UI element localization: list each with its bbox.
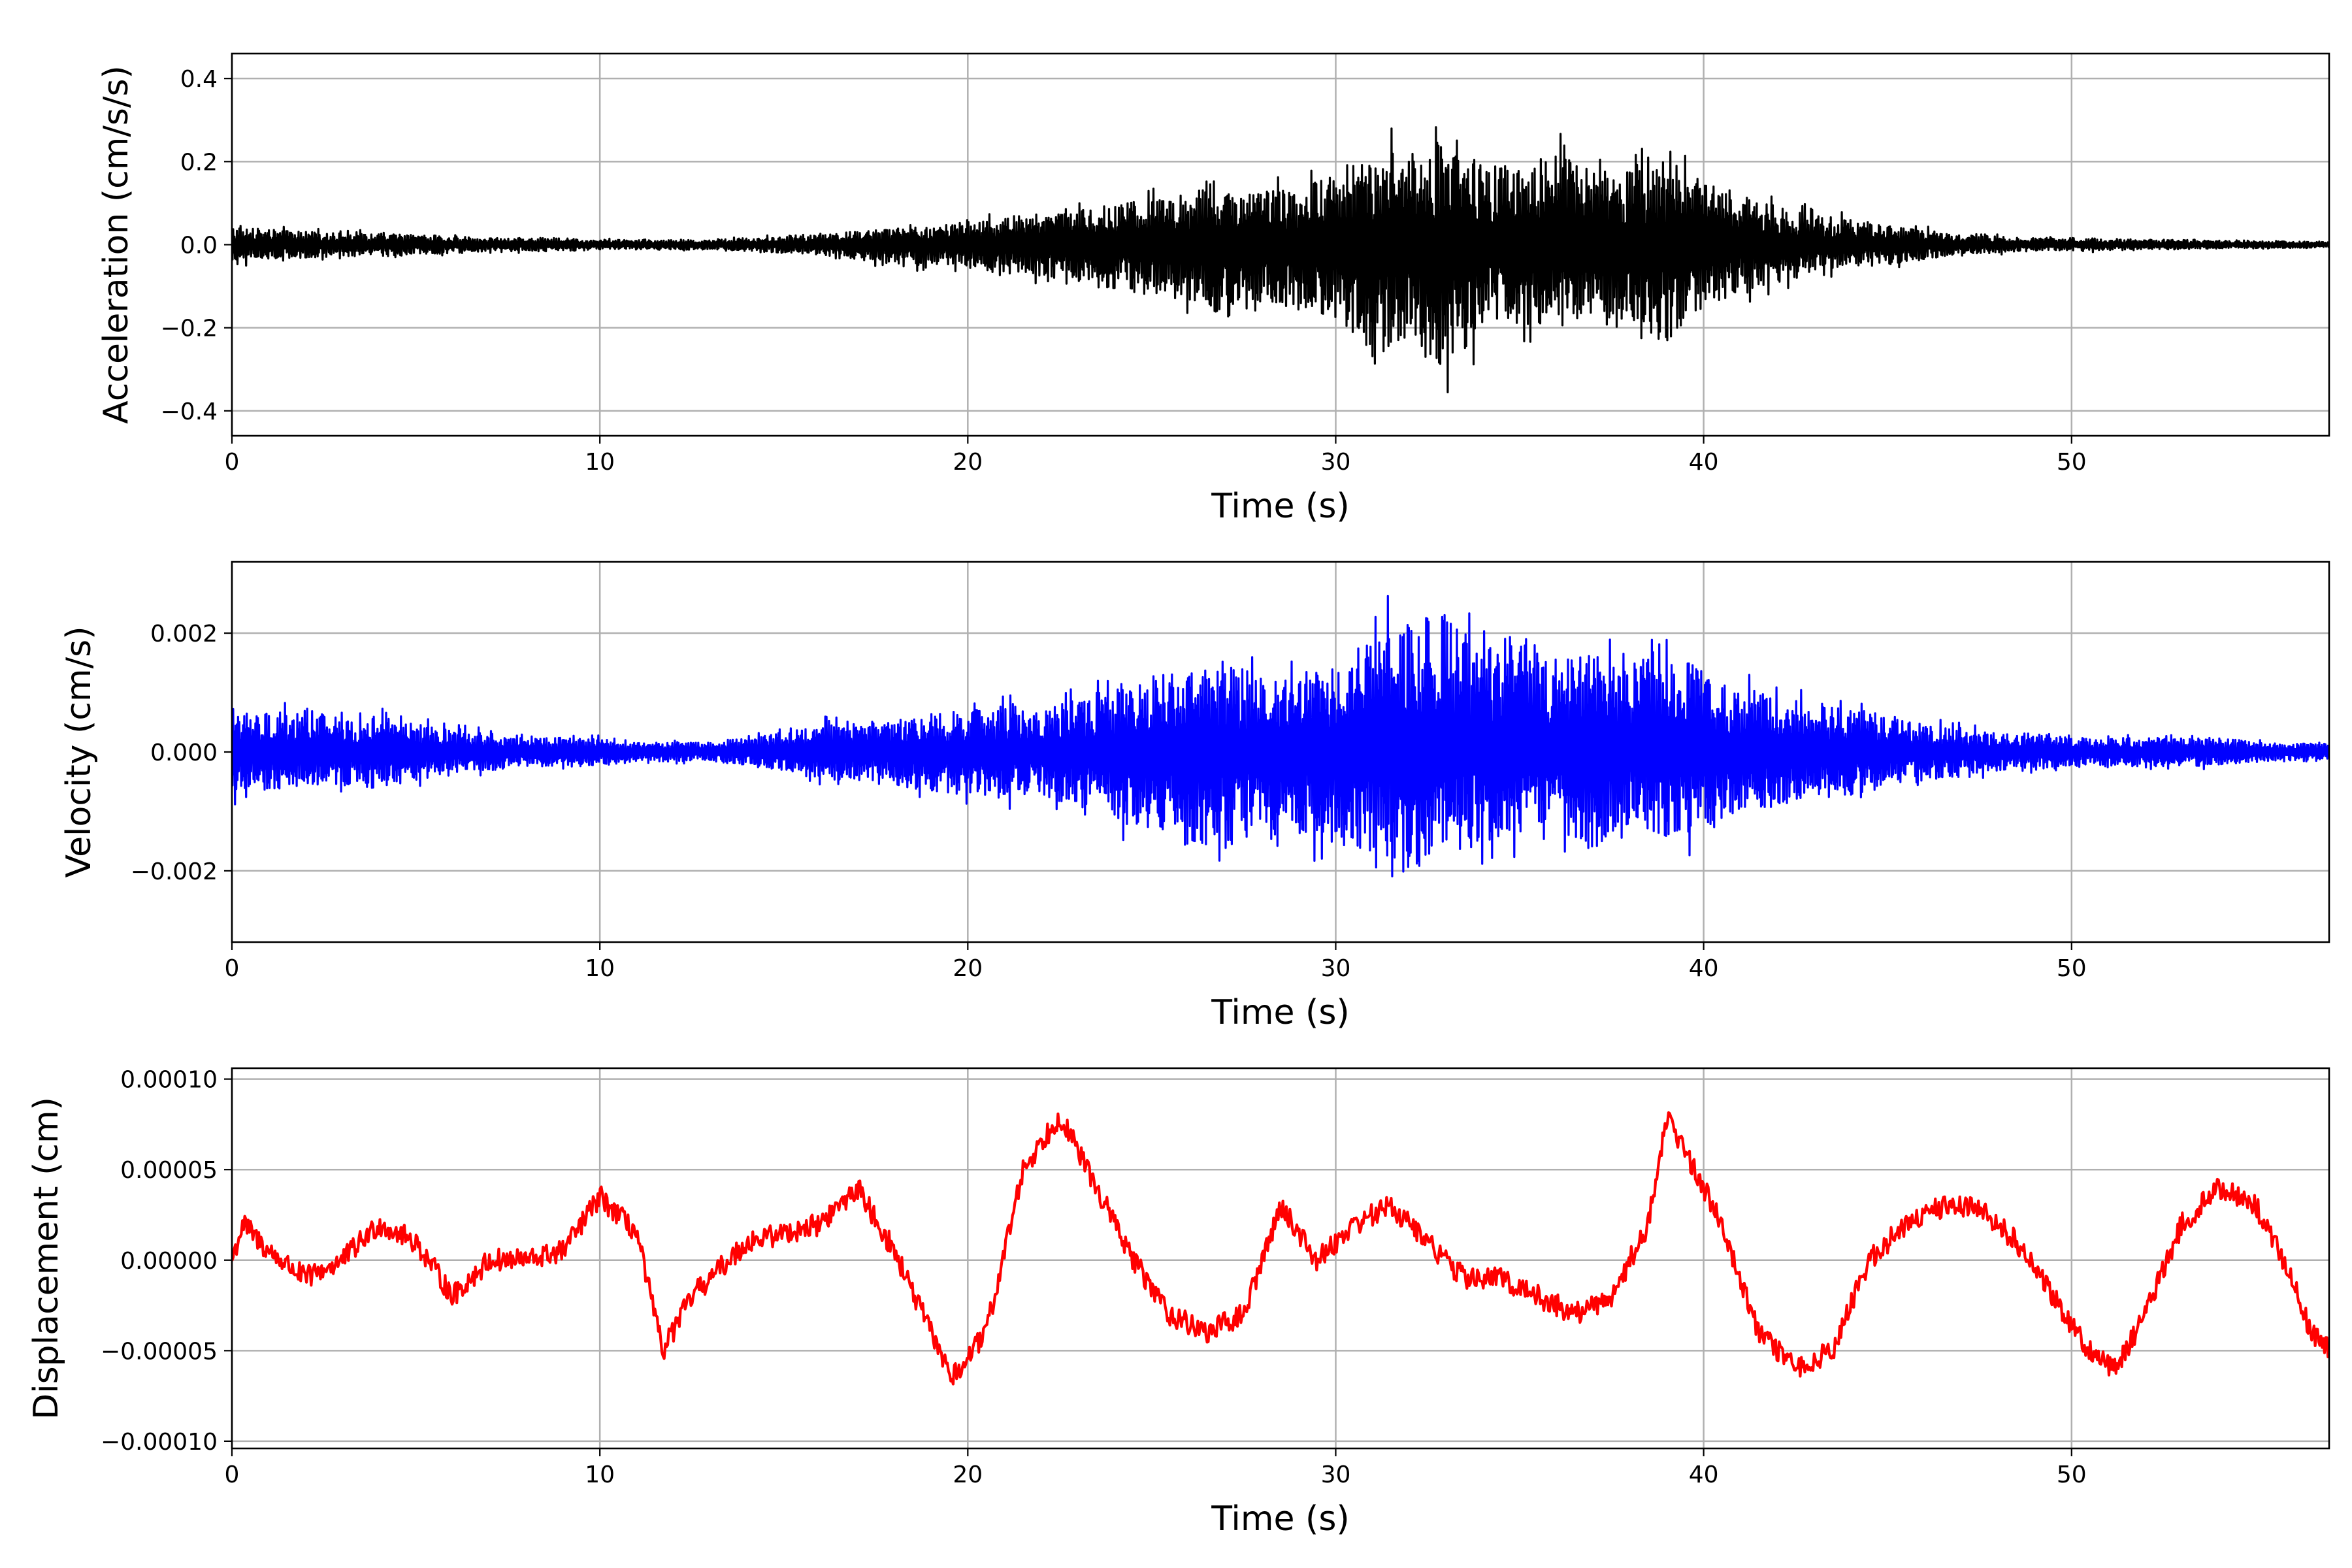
acceleration-x-tick-label: 30 <box>1321 449 1351 476</box>
displacement-y-tick-label: −0.00010 <box>101 1429 218 1456</box>
acceleration-y-tick-label: −0.4 <box>161 399 218 425</box>
acceleration-y-axis-label: Acceleration (cm/s/s) <box>97 65 136 424</box>
displacement-y-tick-label: 0.00010 <box>120 1067 218 1094</box>
velocity-x-tick-label: 20 <box>953 955 983 982</box>
acceleration-y-tick-label: −0.2 <box>161 316 218 342</box>
velocity-panel: 0 10 20 30 40 50 0.002 0.000 −0.002 Time (s) Veloc… <box>59 561 2330 1032</box>
acceleration-y-tick-label: 0.4 <box>180 66 218 93</box>
displacement-y-tick-label: −0.00005 <box>101 1338 218 1365</box>
displacement-x-tick-label: 0 <box>225 1462 240 1488</box>
acceleration-x-tick-label: 50 <box>2057 449 2087 476</box>
velocity-y-tick-label: 0.000 <box>150 740 218 766</box>
acceleration-series-line <box>232 126 2329 393</box>
acceleration-x-tick-label: 20 <box>953 449 983 476</box>
displacement-x-tick-label: 10 <box>585 1462 615 1488</box>
velocity-x-tick-label: 30 <box>1321 955 1351 982</box>
velocity-x-axis-label: Time (s) <box>1211 993 1349 1032</box>
displacement-y-tick-label: 0.00005 <box>120 1157 218 1184</box>
acceleration-y-tick-label: 0.0 <box>180 233 218 259</box>
displacement-axes-frame <box>231 1067 2330 1450</box>
acceleration-x-axis-label: Time (s) <box>1211 487 1349 526</box>
acceleration-x-tick-label: 10 <box>585 449 615 476</box>
displacement-x-tick-label: 30 <box>1321 1462 1351 1488</box>
acceleration-x-tick-label: 40 <box>1689 449 1719 476</box>
displacement-x-tick-label: 40 <box>1689 1462 1719 1488</box>
velocity-x-tick-label: 50 <box>2057 955 2087 982</box>
displacement-y-tick-label: 0.00000 <box>120 1248 218 1275</box>
displacement-x-tick-label: 50 <box>2057 1462 2087 1488</box>
displacement-x-axis-label: Time (s) <box>1211 1499 1349 1539</box>
acceleration-x-tick-label: 0 <box>225 449 240 476</box>
acceleration-panel: 0 10 20 30 40 50 0.4 0.2 0.0 −0.2 −0.4 Time (s) Acce… <box>97 52 2330 526</box>
velocity-y-tick-label: 0.002 <box>150 621 218 647</box>
velocity-x-tick-label: 0 <box>225 955 240 982</box>
displacement-x-tick-label: 20 <box>953 1462 983 1488</box>
velocity-y-tick-label: −0.002 <box>131 858 218 885</box>
velocity-x-tick-label: 40 <box>1689 955 1719 982</box>
velocity-x-tick-label: 10 <box>585 955 615 982</box>
displacement-series-line <box>232 1111 2329 1386</box>
acceleration-y-tick-label: 0.2 <box>180 149 218 176</box>
displacement-panel: 0 10 20 30 40 50 0.00010 0.00005 0.00000 −0.00005… <box>27 1067 2330 1539</box>
velocity-series-line <box>232 595 2329 877</box>
displacement-y-axis-label: Displacement (cm) <box>27 1097 66 1420</box>
velocity-y-axis-label: Velocity (cm/s) <box>59 627 99 878</box>
